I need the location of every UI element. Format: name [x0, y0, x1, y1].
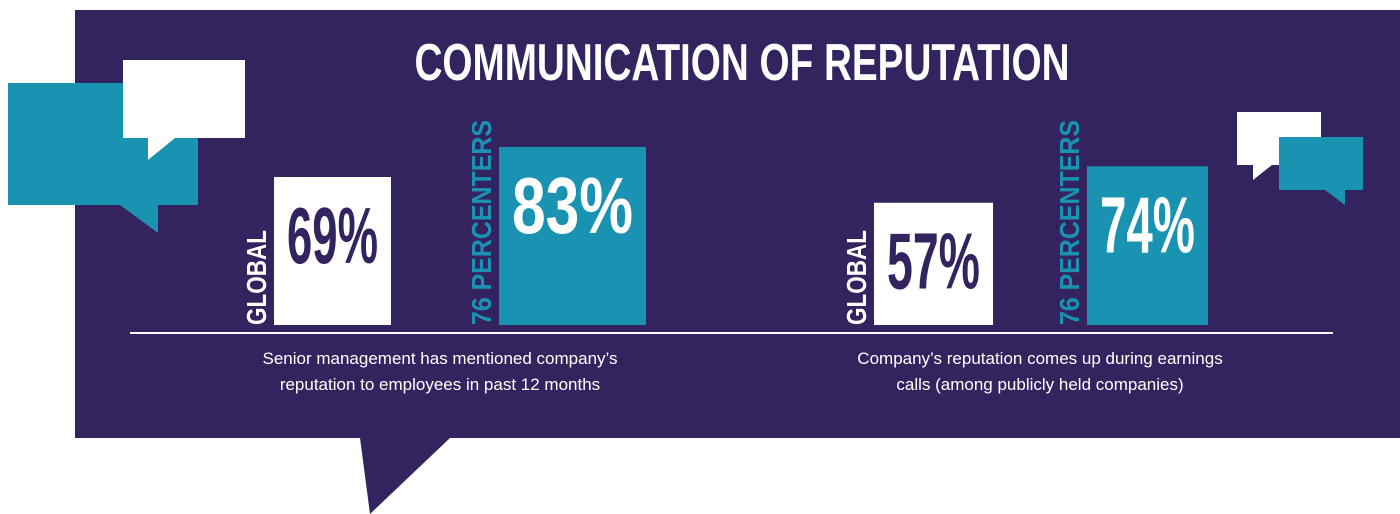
category-label: GLOBAL [841, 230, 872, 325]
caption: calls (among publicly held companies) [896, 375, 1183, 394]
bubble-white-left [123, 60, 245, 160]
value-label: 69% [287, 191, 378, 280]
bubble-teal-right [1279, 137, 1363, 205]
bar [274, 176, 391, 325]
value-label: 57% [887, 217, 980, 306]
category-label: 76 PERCENTERS [1054, 120, 1085, 325]
bar [874, 202, 993, 325]
value-label: 83% [512, 161, 633, 250]
category-label: 76 PERCENTERS [466, 120, 497, 325]
title: COMMUNICATION OF REPUTATION [415, 34, 1070, 92]
caption: Senior management has mentioned company’… [262, 349, 617, 368]
bar [1087, 166, 1208, 325]
category-label: GLOBAL [241, 230, 272, 325]
value-label: 74% [1100, 180, 1195, 269]
bar [499, 146, 646, 325]
caption: Company’s reputation comes up during ear… [857, 349, 1222, 368]
caption: reputation to employees in past 12 month… [280, 375, 600, 394]
panel [75, 10, 1400, 514]
